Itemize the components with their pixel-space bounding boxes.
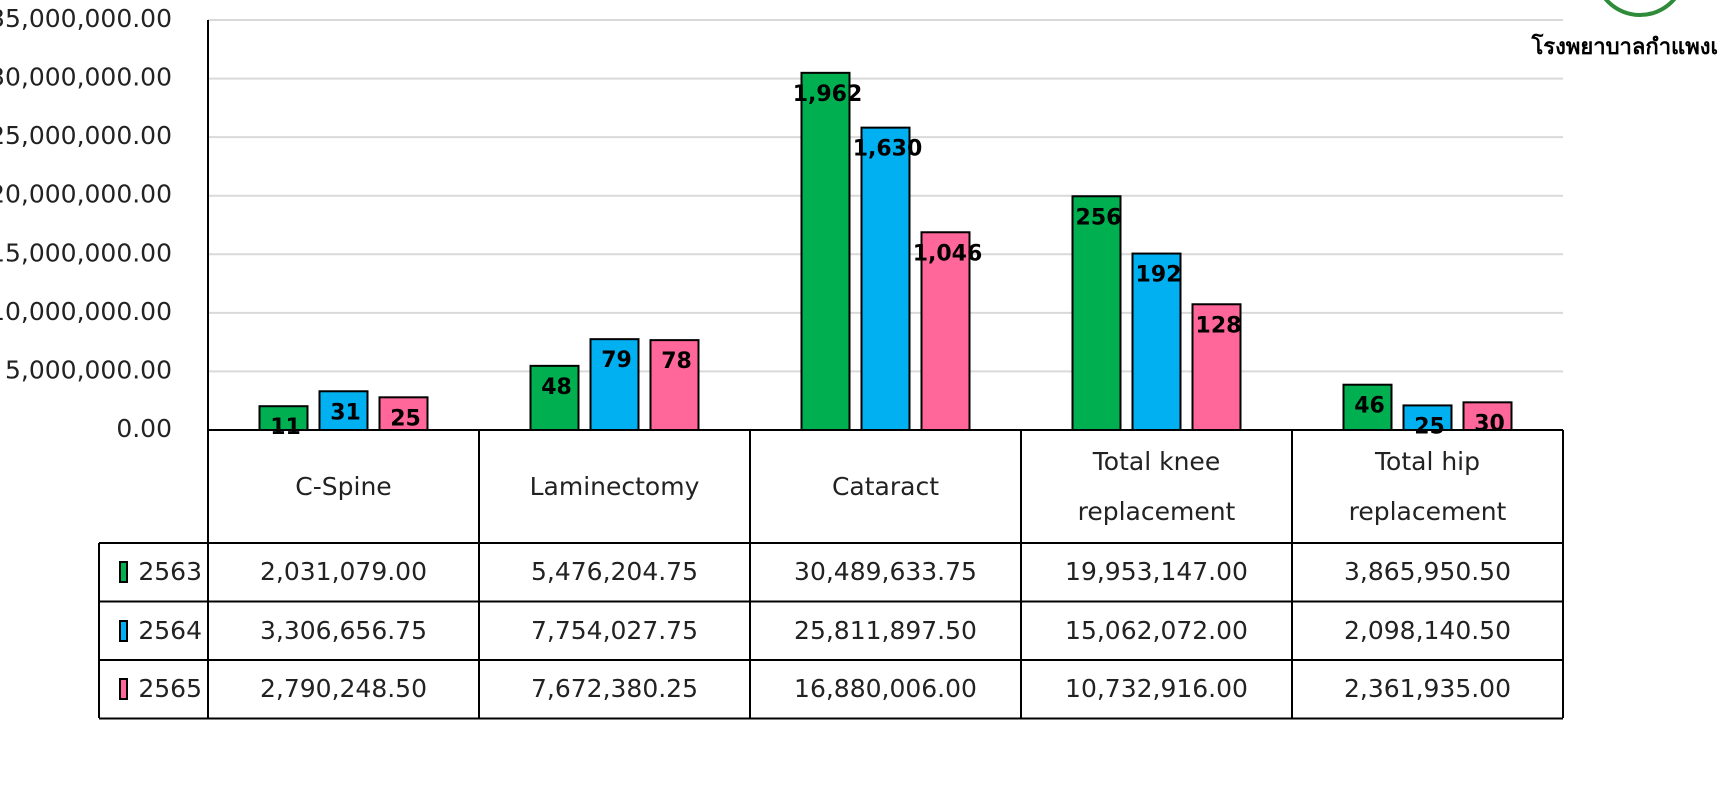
y-tick-label: 30,000,000.00 <box>0 63 172 92</box>
y-tick-label: 25,000,000.00 <box>0 121 172 150</box>
count-label: 11 <box>270 415 301 440</box>
table-cell: 5,476,204.75 <box>531 557 698 587</box>
table-cell: 10,732,916.00 <box>1065 674 1248 704</box>
bar <box>800 71 851 431</box>
y-tick-label: 5,000,000.00 <box>5 355 172 384</box>
bar <box>529 364 580 431</box>
table-cell: 3,865,950.50 <box>1344 557 1511 587</box>
table-cell: 3,306,656.75 <box>260 615 427 645</box>
bar <box>649 339 700 431</box>
legend-swatch <box>119 678 129 701</box>
legend-entry: 2564 <box>99 602 208 661</box>
legend-label: 2565 <box>138 674 202 704</box>
legend-entry: 2565 <box>99 660 208 719</box>
count-label: 79 <box>601 348 632 373</box>
bar <box>1342 383 1393 432</box>
logo <box>1603 0 1677 17</box>
x-tick-label: Laminectomy <box>529 471 700 501</box>
table-cell: 15,062,072.00 <box>1065 615 1248 645</box>
bar <box>318 390 369 432</box>
legend-swatch <box>119 619 129 642</box>
bar <box>920 231 971 431</box>
y-tick-label: 0.00 <box>116 414 172 443</box>
count-label: 1,630 <box>853 137 923 162</box>
count-label: 78 <box>661 349 692 374</box>
table-cell: 19,953,147.00 <box>1065 557 1248 587</box>
table-cell: 2,790,248.50 <box>260 674 427 704</box>
count-label: 25 <box>390 406 421 431</box>
table-cell: 2,361,935.00 <box>1344 674 1511 704</box>
count-label: 1,046 <box>913 241 983 266</box>
y-tick-label: 10,000,000.00 <box>0 297 172 326</box>
y-tick-label: 15,000,000.00 <box>0 238 172 267</box>
bar <box>1402 404 1453 431</box>
bar <box>860 126 911 432</box>
count-label: 128 <box>1196 313 1242 338</box>
bar <box>1071 195 1122 431</box>
table-cell: 2,031,079.00 <box>260 557 427 587</box>
x-tick-label: Total knee replacement <box>1077 446 1236 526</box>
legend-label: 2563 <box>138 557 202 587</box>
table-cell: 7,754,027.75 <box>531 615 698 645</box>
x-tick-label: C-Spine <box>295 471 392 501</box>
count-label: 46 <box>1354 394 1385 419</box>
subtitle: โรงพยาบาลกำแพงเ <box>1530 33 1718 60</box>
y-tick-label: 35,000,000.00 <box>0 4 172 33</box>
table-cell: 25,811,897.50 <box>794 615 977 645</box>
count-label: 30 <box>1474 411 1505 436</box>
x-tick-label: Cataract <box>831 471 940 501</box>
count-label: 256 <box>1076 205 1122 230</box>
bar <box>1131 252 1182 431</box>
count-label: 25 <box>1414 414 1445 439</box>
table-cell: 16,880,006.00 <box>794 674 977 704</box>
y-tick-label: 20,000,000.00 <box>0 180 172 209</box>
count-label: 1,962 <box>793 82 863 107</box>
legend-label: 2564 <box>138 615 202 645</box>
legend-entry: 2563 <box>99 543 208 602</box>
bar <box>1191 303 1242 431</box>
table-cell: 30,489,633.75 <box>794 557 977 587</box>
count-label: 31 <box>330 400 361 425</box>
table-cell: 7,672,380.25 <box>531 674 698 704</box>
legend-swatch <box>119 561 129 584</box>
x-tick-label: Total hip replacement <box>1348 446 1507 526</box>
count-label: 192 <box>1136 263 1182 288</box>
table-cell: 2,098,140.50 <box>1344 615 1511 645</box>
count-label: 48 <box>541 375 572 400</box>
